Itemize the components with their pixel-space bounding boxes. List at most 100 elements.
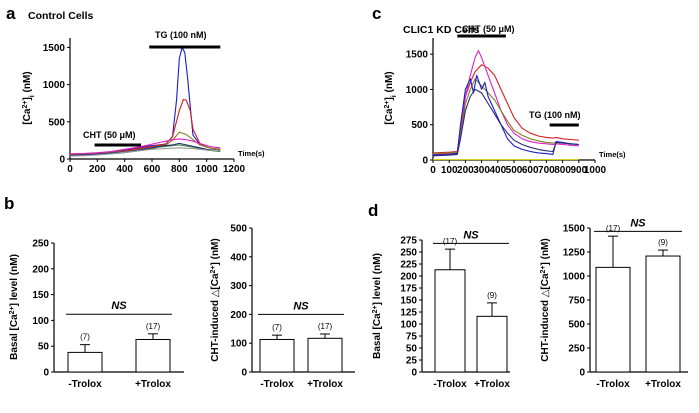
bar (476, 315, 508, 373)
panel-letter-d: d (368, 201, 378, 220)
panel-letter-c: c (372, 4, 381, 23)
y-tick-label: 1000 (406, 85, 429, 96)
n-label: (17) (318, 322, 333, 331)
line-chart-c: 0 100 200 300 400 500 600 700 800 900100005001000… (384, 24, 627, 176)
x-tick-label: 800 (171, 164, 188, 175)
y-tick-label: 150 (32, 290, 49, 301)
y-tick-label: 50 (38, 342, 50, 353)
x-tick-label: 100 (441, 165, 458, 176)
bar (135, 338, 171, 373)
treatment-label: TG (100 nM) (529, 110, 581, 120)
bar (434, 269, 466, 373)
y-tick-label: 500 (411, 120, 428, 131)
x-tick-label: +Trolox (474, 379, 510, 390)
bar-chart-d2: 0 250 500 750 1000 1250 1500 CHT-induced △[Ca2+… (540, 217, 688, 390)
y-axis-label: CHT-induced △[Ca2+] (nM) (210, 238, 222, 361)
x-tick-label: 800 (554, 165, 571, 176)
y-axis-label: [Ca2+]i (nM) (384, 71, 398, 124)
y-tick-label: 200 (400, 272, 417, 283)
y-tick-label: 100 (400, 320, 417, 331)
n-label: (17) (443, 237, 458, 246)
panel-letter-b: b (4, 194, 14, 213)
y-tick-label: 1500 (43, 43, 66, 54)
y-tick-label: 0 (411, 368, 417, 379)
significance-label: NS (463, 229, 479, 241)
series-trace-gray (69, 147, 221, 157)
y-tick-label: 200 (230, 310, 247, 321)
series-trace-magenta (432, 50, 579, 155)
x-tick-label: -Trolox (596, 379, 630, 390)
y-tick-label: 175 (400, 284, 417, 295)
y-tick-label: 250 (32, 239, 49, 250)
y-tick-label: 150 (400, 296, 417, 307)
n-label: (17) (146, 322, 161, 331)
treatment-label: CHT (50 μM) (83, 130, 136, 140)
n-label: (7) (272, 323, 282, 332)
y-tick-label: 250 (400, 248, 417, 259)
n-label: (17) (606, 224, 621, 233)
n-label: (7) (80, 333, 90, 342)
x-tick-label: +Trolox (307, 379, 343, 390)
x-tick-label: -Trolox (433, 379, 467, 390)
x-tick-label: 400 (116, 164, 133, 175)
y-tick-label: 1500 (406, 50, 429, 61)
x-tick-label: 200 (89, 164, 106, 175)
significance-label: NS (293, 300, 309, 312)
y-tick-label: 1250 (563, 248, 586, 259)
x-tick-label: 700 (538, 165, 555, 176)
x-tick-label: 600 (144, 164, 161, 175)
series-trace-navy (432, 88, 579, 157)
n-label: (9) (487, 291, 497, 300)
x-tick-label: 0 (430, 165, 436, 176)
significance-label: NS (111, 300, 127, 312)
y-tick-label: 750 (568, 296, 585, 307)
bar (259, 338, 295, 373)
x-tick-label: 900 (570, 165, 587, 176)
n-label: (9) (658, 238, 668, 247)
x-tick-label: 1000 (196, 164, 219, 175)
treatment-label: CHT (50 μM) (462, 24, 515, 34)
y-axis-label: [Ca2+]i (nM) (22, 71, 36, 124)
x-tick-label: 200 (457, 165, 474, 176)
line-chart-a: 0 200 400 600 800 1000 1200 0 500 1000 1500 Time(s)… (22, 30, 266, 175)
y-tick-label: 275 (400, 236, 417, 247)
x-tick-label: 500 (506, 165, 523, 176)
x-tick-label: 0 (67, 164, 73, 175)
y-tick-label: 50 (406, 344, 418, 355)
y-tick-label: 75 (406, 332, 418, 343)
y-tick-label: 1500 (563, 224, 586, 235)
y-tick-label: 500 (230, 224, 247, 235)
series-trace-blue (432, 74, 579, 156)
series-trace-red (432, 64, 579, 154)
x-axis-label: Time(s) (238, 149, 265, 158)
bar (67, 351, 103, 373)
series-trace-olive (432, 78, 579, 155)
series-trace-navy (69, 142, 221, 156)
y-tick-label: 0 (422, 156, 428, 167)
x-tick-label: 400 (489, 165, 506, 176)
x-tick-label: +Trolox (645, 379, 681, 390)
treatment-label: TG (100 nM) (155, 30, 207, 40)
x-axis-label: Time(s) (599, 150, 626, 159)
y-tick-label: 0 (579, 368, 585, 379)
x-tick-label: -Trolox (260, 379, 294, 390)
x-tick-label: 1000 (584, 165, 607, 176)
y-tick-label: 200 (32, 264, 49, 275)
y-tick-label: 250 (568, 344, 585, 355)
y-tick-label: 500 (568, 320, 585, 331)
y-tick-label: 25 (406, 356, 418, 367)
y-tick-label: 0 (241, 368, 247, 379)
bar (645, 255, 681, 373)
x-tick-label: 300 (473, 165, 490, 176)
y-tick-label: 100 (32, 316, 49, 327)
panel-letter-a: a (6, 4, 16, 23)
x-tick-label: 600 (522, 165, 539, 176)
y-tick-label: 0 (43, 368, 49, 379)
bar (595, 266, 631, 373)
panel-title-a: Control Cells (28, 10, 93, 22)
charts: 0 200 400 600 800 1000 1200050010001500Time(s)… (9, 24, 688, 390)
significance-label: NS (630, 217, 646, 229)
y-axis-label: Basal [Ca2+] level (nM) (372, 253, 384, 359)
